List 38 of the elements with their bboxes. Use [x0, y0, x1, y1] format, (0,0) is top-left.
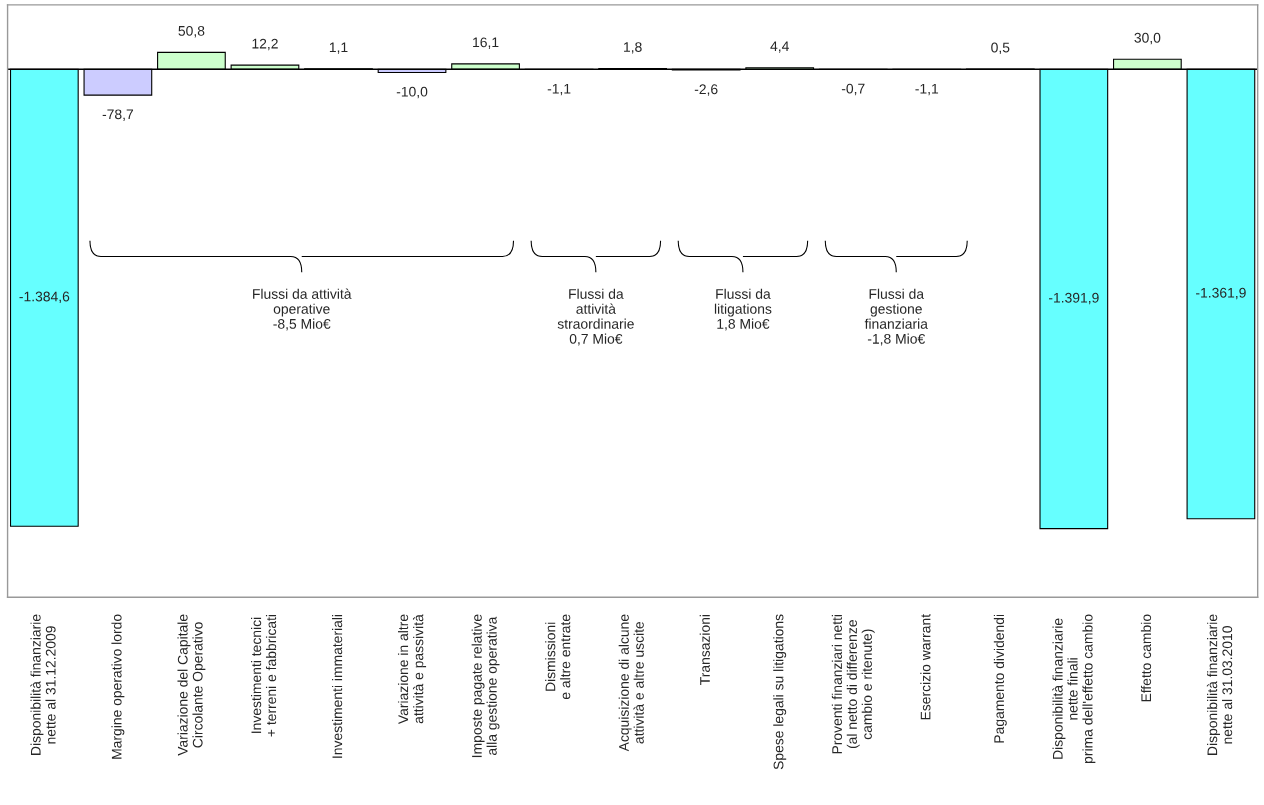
data-label: 50,8 — [178, 25, 205, 38]
data-label: -1,1 — [915, 83, 939, 96]
x-tick-label: Margine operativo lordo — [111, 614, 125, 759]
data-label: 0,5 — [991, 42, 1010, 55]
data-label: 4,4 — [770, 41, 789, 53]
data-label: 1,1 — [329, 42, 348, 54]
x-tick-label: Esercizio warrant — [920, 614, 931, 720]
x-tick-label: Disponibilità finanziarie nette finali prima dell'effetto cambio — [1052, 614, 1096, 763]
data-label: -1.391,9 — [1048, 292, 1099, 305]
x-tick-label: Proventi finanziari netti (al netto di differenze cambio e ritenute) — [831, 614, 875, 754]
data-label: -78,7 — [102, 109, 134, 121]
x-tick-label: Imposte pagate relative alla gestione operativa — [471, 614, 500, 758]
x-tick-label: Variazione in altre attività e passività — [397, 614, 427, 725]
data-label: -10,0 — [396, 86, 428, 99]
x-tick-label: Pagamento dividendi — [993, 614, 1007, 743]
data-label: 12,2 — [252, 38, 278, 51]
annotation: Flussi da gestione finanziaria -1,8 Mio€ — [864, 288, 928, 346]
data-label: 16,1 — [473, 37, 499, 49]
data-label: 30,0 — [1134, 32, 1161, 45]
x-tick-label: Dismissioni e altre entrate — [545, 614, 571, 700]
data-label: -1.384,6 — [19, 291, 70, 304]
data-label: -0,7 — [841, 83, 865, 96]
x-tick-label: Disponibilità finanziarie nette al 31.12.2009 — [30, 614, 56, 755]
x-tick-label: Acquisizione di alcune attività e altre uscite — [618, 614, 644, 752]
annotation: Flussi da litigations 1,8 Mio€ — [714, 288, 772, 331]
data-label: -2,6 — [694, 84, 718, 96]
x-tick-label: Effetto cambio — [1140, 614, 1152, 702]
x-tick-label: Disponibilità finanziarie nette al 31.03.2010 — [1206, 614, 1233, 755]
annotation: Flussi da attività operative -8,5 Mio€ — [253, 288, 352, 331]
x-tick-label: Spese legali su litigations — [773, 614, 787, 770]
data-label: -1.361,9 — [1196, 287, 1246, 300]
data-label: -1,1 — [547, 83, 571, 96]
x-tick-label: Investimenti tecnici + terreni e fabbricati — [251, 614, 277, 737]
data-label: 1,8 — [624, 42, 642, 54]
annotation: Flussi da attività straordinarie 0,7 Mio€ — [557, 288, 634, 346]
x-tick-label: Investimenti immateriali — [332, 614, 343, 758]
x-tick-label: Variazione del Capitale Circolante Operativo — [177, 614, 206, 756]
x-tick-label: Transazioni — [699, 614, 710, 685]
